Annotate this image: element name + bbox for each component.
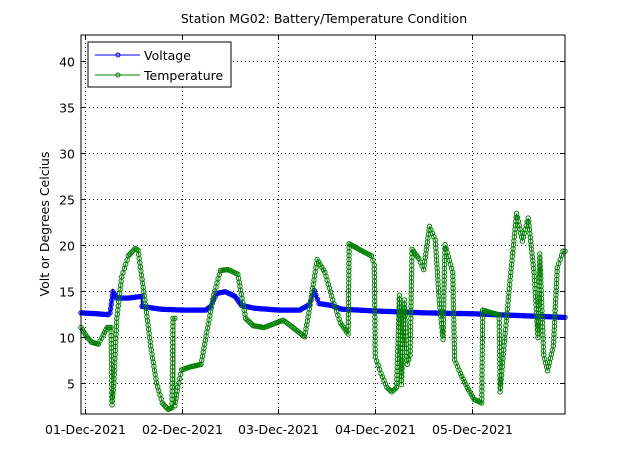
data-point <box>370 257 376 264</box>
data-point <box>459 373 465 379</box>
data-point <box>346 284 352 290</box>
data-point <box>529 250 535 256</box>
data-point <box>460 376 466 382</box>
x-tick-label: 04-Dec-2021 <box>335 422 416 437</box>
data-point <box>109 394 116 401</box>
legend-box <box>87 41 232 88</box>
y-tick-label: 15 <box>59 285 75 300</box>
data-point <box>170 315 176 321</box>
data-point <box>174 388 180 394</box>
data-point <box>109 398 116 404</box>
series-line-voltage <box>80 287 566 319</box>
data-point <box>295 307 301 313</box>
data-point <box>110 391 116 397</box>
x-tick-label: 05-Dec-2021 <box>432 422 513 437</box>
data-point <box>346 276 352 282</box>
data-point <box>110 383 117 390</box>
data-point <box>525 215 531 221</box>
y-tick-label: 30 <box>59 147 75 162</box>
data-point <box>384 384 390 390</box>
y-tick-label: 40 <box>59 55 75 70</box>
legend-marker-temperature <box>115 72 121 78</box>
data-point <box>127 251 133 258</box>
data-point <box>404 361 410 367</box>
data-point <box>461 379 468 385</box>
y-tick-label: 5 <box>67 377 75 392</box>
data-point <box>173 395 179 402</box>
data-point <box>387 387 393 394</box>
x-tick-label: 02-Dec-2021 <box>142 422 223 437</box>
legend-marker-voltage <box>115 52 121 58</box>
legend-label-voltage: Voltage <box>144 48 191 63</box>
series-layer <box>78 210 568 413</box>
data-point <box>109 402 115 408</box>
x-tick-label: 01-Dec-2021 <box>45 422 126 437</box>
data-point <box>246 318 252 324</box>
data-point <box>368 253 375 259</box>
data-point <box>457 370 464 377</box>
data-point <box>463 381 469 388</box>
plot-frame <box>80 34 566 415</box>
data-point <box>345 323 351 329</box>
data-point <box>345 292 352 298</box>
legend-item-temperature: Temperature <box>95 68 223 83</box>
data-point <box>530 265 537 272</box>
y-tick-label: 25 <box>59 193 75 208</box>
data-point <box>345 311 352 318</box>
x-tick-label: 03-Dec-2021 <box>238 422 319 437</box>
y-tick-label: 20 <box>59 239 75 254</box>
data-point <box>406 357 412 363</box>
data-point <box>247 320 253 326</box>
data-point <box>162 403 168 409</box>
data-point <box>172 403 178 409</box>
data-point <box>173 392 180 398</box>
data-point <box>310 292 316 298</box>
chart-title: Station MG02: Battery/Temperature Condit… <box>181 11 467 26</box>
data-point <box>128 250 134 256</box>
data-point <box>244 317 250 323</box>
data-point <box>346 256 352 263</box>
legend: Voltage Temperature <box>87 41 232 88</box>
x-axis: 01-Dec-2021 02-Dec-2021 03-Dec-2021 04-Dec-… <box>45 35 513 437</box>
y-axis: 5 10 15 20 25 30 35 40 <box>59 55 565 392</box>
series-temperature <box>78 210 568 413</box>
data-point <box>392 386 398 392</box>
data-point <box>172 315 178 321</box>
legend-label-temperature: Temperature <box>143 68 223 83</box>
data-point <box>125 253 132 259</box>
y-tick-label: 35 <box>59 101 75 116</box>
data-point <box>200 307 206 313</box>
data-point <box>129 248 136 255</box>
data-point <box>172 399 179 405</box>
data-point <box>345 299 352 306</box>
data-point <box>159 400 166 406</box>
data-point <box>389 389 395 395</box>
y-tick-label: 10 <box>59 331 75 346</box>
grid <box>81 35 565 414</box>
y-axis-label: Volt or Degrees Celcius <box>37 152 52 297</box>
data-point <box>346 264 352 270</box>
data-point <box>345 303 352 310</box>
data-point <box>110 387 117 393</box>
data-point <box>385 386 392 392</box>
legend-item-voltage: Voltage <box>95 48 191 63</box>
data-point <box>527 230 533 237</box>
data-point <box>242 315 249 321</box>
